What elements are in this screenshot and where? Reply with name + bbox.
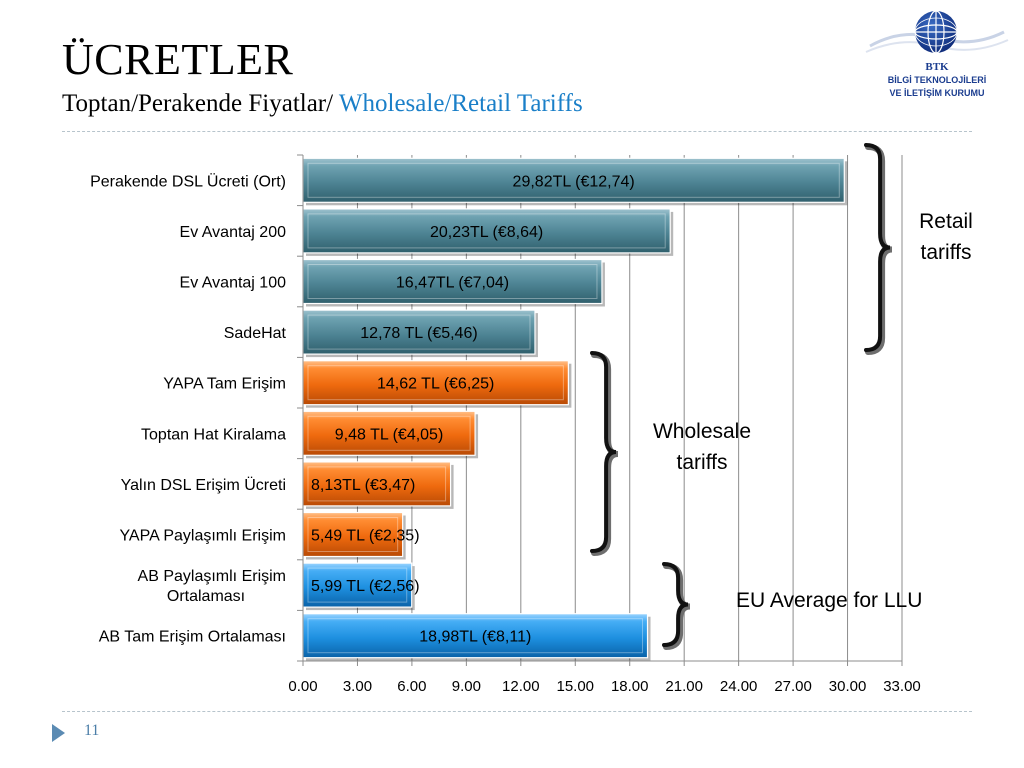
x-tick-label: 12.00 xyxy=(502,678,540,695)
bar-retail xyxy=(302,157,845,203)
bar-value-label: 12,78 TL (€5,46) xyxy=(360,325,477,342)
category-label: Ev Avantaj 100 xyxy=(180,275,287,292)
bar-bevel xyxy=(307,365,564,401)
category-label: YAPA Tam Erişim xyxy=(163,376,286,393)
x-tick-label: 9.00 xyxy=(452,678,481,695)
x-tick-label: 30.00 xyxy=(829,678,867,695)
x-tick-label: 21.00 xyxy=(665,678,703,695)
x-tick-label: 24.00 xyxy=(720,678,758,695)
bar-bevel xyxy=(307,415,471,451)
bar-wholesale xyxy=(302,461,452,507)
bar-wholesale xyxy=(302,410,476,456)
annotation-retail: tariffs xyxy=(921,241,972,264)
x-tick-label: 3.00 xyxy=(343,678,372,695)
bar-eu xyxy=(302,613,649,659)
bar-bevel xyxy=(307,466,447,502)
bar-value-label: 14,62 TL (€6,25) xyxy=(377,376,494,393)
category-label: Yalın DSL Erişim Ücreti xyxy=(121,476,286,494)
bar-value-label: 5,49 TL (€2,35) xyxy=(311,528,420,545)
slide-subtitle: Toptan/Perakende Fiyatlar/ Wholesale/Ret… xyxy=(62,90,583,118)
slide-title: ÜCRETLER xyxy=(62,35,294,84)
category-label: AB Tam Erişim Ortalaması xyxy=(99,629,286,646)
bar-wholesale xyxy=(302,360,569,406)
bar-value-label: 8,13TL (€3,47) xyxy=(311,477,415,494)
bar-value-label: 16,47TL (€7,04) xyxy=(396,275,509,292)
bar-retail xyxy=(302,258,603,305)
category-label: Toptan Hat Kiralama xyxy=(141,426,286,443)
annotation-retail: Retail xyxy=(919,210,973,233)
annotation-eu: EU Average for LLU xyxy=(736,589,922,612)
bar-value-label: 29,82TL (€12,74) xyxy=(513,173,635,190)
bar-bevel xyxy=(307,162,840,198)
bar-bevel xyxy=(307,567,408,603)
annotation-wholesale: tariffs xyxy=(677,451,728,474)
bar-value-label: 20,23TL (€8,64) xyxy=(430,224,543,241)
category-label: Perakende DSL Ücreti (Ort) xyxy=(90,172,286,190)
category-label: AB Paylaşımlı Erişim Ortalaması xyxy=(138,568,286,605)
footer-divider xyxy=(62,711,972,712)
wholesale-brace xyxy=(590,351,617,553)
bar-bevel xyxy=(307,314,531,350)
eu-brace xyxy=(662,562,689,647)
x-tick-label: 6.00 xyxy=(397,678,426,695)
retail-brace xyxy=(864,143,891,352)
category-label: YAPA Paylaşımlı Erişim xyxy=(119,528,286,545)
bar-value-label: 5,99 TL (€2,56) xyxy=(311,578,420,595)
x-tick-label: 18.00 xyxy=(611,678,649,695)
x-tick-label: 33.00 xyxy=(883,678,921,695)
subtitle-english: Wholesale/Retail Tariffs xyxy=(338,90,583,117)
x-tick-label: 27.00 xyxy=(774,678,812,695)
x-tick-label: 15.00 xyxy=(556,678,594,695)
logo-name-line2: VE İLETİŞİM KURUMU xyxy=(889,88,985,98)
bar-bevel xyxy=(307,618,644,654)
annotation-wholesale: Wholesale xyxy=(653,420,751,443)
globe-icon xyxy=(865,10,1009,54)
bar-wholesale xyxy=(302,511,404,558)
x-tick-label: 0.00 xyxy=(288,678,317,695)
subtitle-turkish: Toptan/Perakende Fiyatlar/ xyxy=(62,90,334,117)
bar-value-label: 18,98TL (€8,11) xyxy=(419,629,531,646)
logo-name-line1: BİLGİ TEKNOLOJİLERİ xyxy=(887,75,987,85)
bar-bevel xyxy=(307,213,666,249)
tariff-bar-chart: 29,82TL (€12,74) 20,23TL (€8,64) 16,47TL (… xyxy=(90,143,973,695)
header-divider xyxy=(62,131,972,132)
btk-logo: BTK BİLGİ TEKNOLOJİLERİ VE İLETİŞİM KURU… xyxy=(862,8,1012,100)
logo-abbreviation: BTK xyxy=(925,61,949,73)
page-arrow-icon xyxy=(52,724,65,742)
bar-retail xyxy=(302,309,536,355)
bar-bevel xyxy=(307,264,598,299)
category-label: SadeHat xyxy=(224,325,287,342)
bar-eu xyxy=(302,562,413,608)
bar-retail xyxy=(302,208,671,254)
bar-value-label: 9,48 TL (€4,05) xyxy=(335,426,444,443)
page-number: 11 xyxy=(84,722,100,739)
bar-bevel xyxy=(307,517,399,552)
category-label: Ev Avantaj 200 xyxy=(180,224,287,241)
